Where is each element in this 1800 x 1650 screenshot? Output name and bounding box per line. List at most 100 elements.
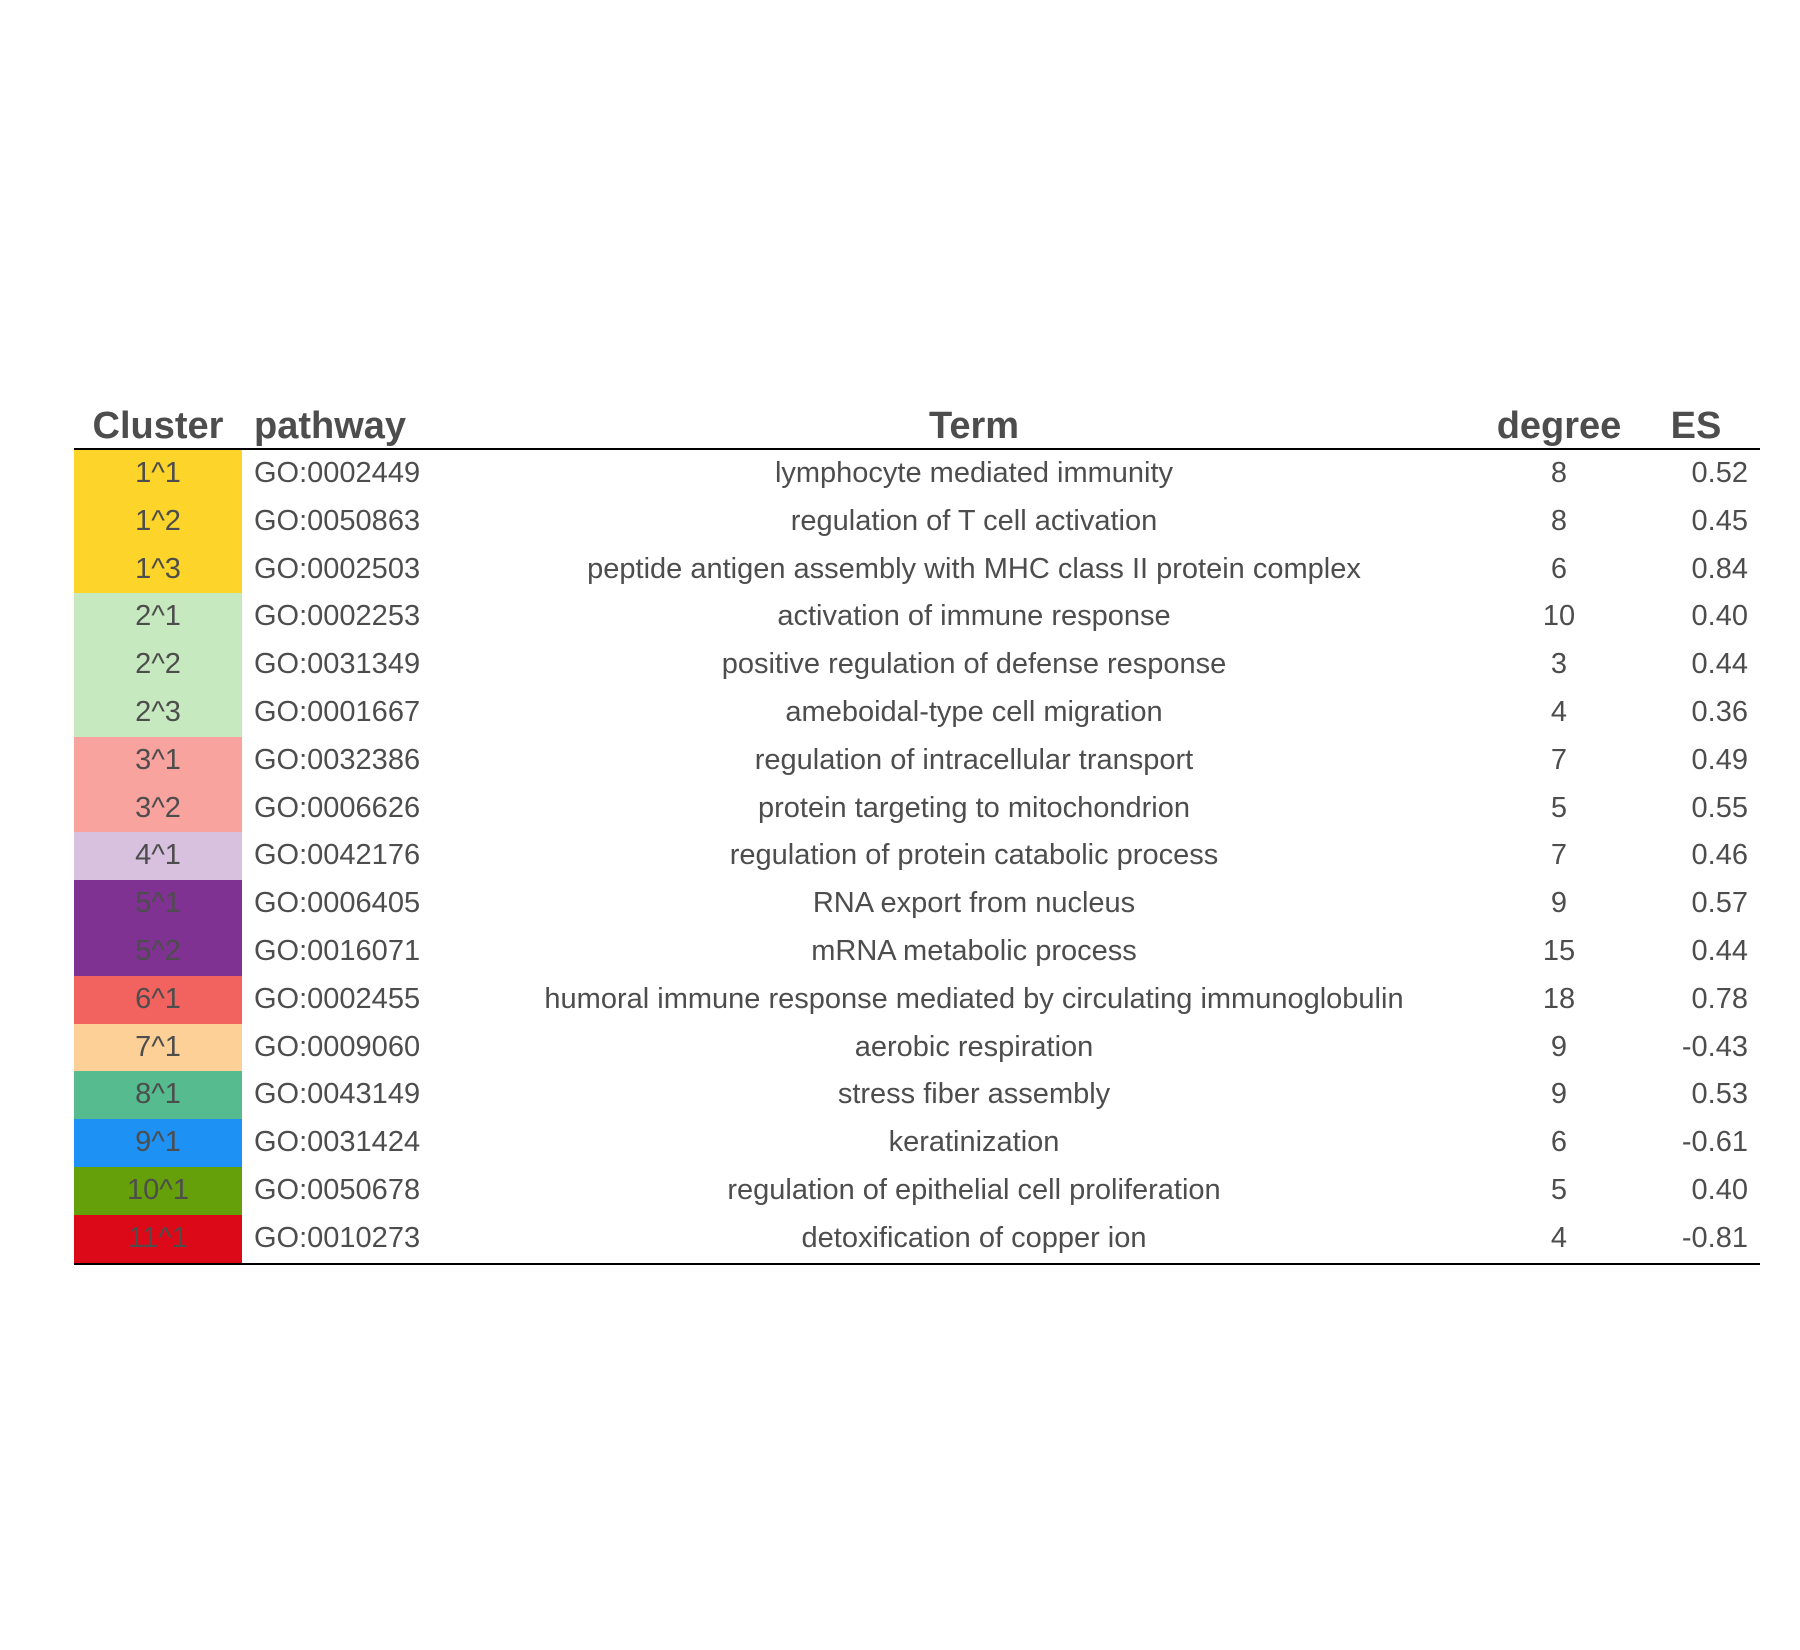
table-row: 10^1 GO:0050678 regulation of epithelial c… bbox=[74, 1166, 1760, 1215]
cell-degree: 15 bbox=[1542, 934, 1576, 967]
cell-cluster: 2^3 bbox=[74, 688, 242, 737]
table-row: 1^1 GO:0002449 lymphocyte mediated immunit… bbox=[74, 449, 1760, 498]
cell-degree: 18 bbox=[1542, 982, 1576, 1015]
column-header-cluster: Cluster bbox=[74, 395, 242, 450]
cell-degree: 9 bbox=[1550, 1030, 1568, 1063]
cell-pathway: GO:0010273 bbox=[242, 1214, 474, 1265]
table-row: 3^2 GO:0006626 protein targeting to mitoch… bbox=[74, 784, 1760, 833]
cell-es: 0.84 bbox=[1691, 552, 1748, 585]
column-header-es: ES bbox=[1644, 395, 1760, 450]
cell-pathway: GO:0002253 bbox=[254, 600, 421, 633]
table-body: 1^1 GO:0002449 lymphocyte mediated immunit… bbox=[74, 449, 1760, 1265]
cell-degree: 8 bbox=[1550, 504, 1568, 537]
column-header-pathway: pathway bbox=[242, 395, 474, 450]
go-enrichment-table: Cluster pathway Term degree ES 1^1 GO:000… bbox=[74, 395, 1760, 1265]
cell-degree: 6 bbox=[1550, 1126, 1568, 1159]
cell-degree: 7 bbox=[1550, 839, 1568, 872]
cell-es: -0.61 bbox=[1681, 1126, 1748, 1159]
cell-term: regulation of epithelial cell proliferat… bbox=[727, 1173, 1221, 1206]
cell-term: activation of immune response bbox=[777, 600, 1171, 633]
table-row: 6^1 GO:0002455 humoral immune response med… bbox=[74, 975, 1760, 1024]
column-header-term: Term bbox=[474, 395, 1474, 450]
cell-term: protein targeting to mitochondrion bbox=[757, 791, 1191, 824]
cell-cluster: 7^1 bbox=[74, 1023, 242, 1072]
cell-term: peptide antigen assembly with MHC class … bbox=[587, 552, 1361, 585]
table-row: 5^2 GO:0016071 mRNA metabolic process 15 0.4… bbox=[74, 927, 1760, 976]
cell-es: 0.40 bbox=[1691, 1173, 1748, 1206]
cell-degree: 5 bbox=[1550, 791, 1568, 824]
table-row: 11^1 GO:0010273 detoxification of copper i… bbox=[74, 1214, 1760, 1265]
cell-degree: 9 bbox=[1550, 1078, 1568, 1111]
cell-term: regulation of T cell activation bbox=[790, 504, 1158, 537]
cell-cluster: 1^2 bbox=[74, 497, 242, 546]
cell-es: 0.55 bbox=[1691, 791, 1748, 824]
cell-degree: 9 bbox=[1550, 887, 1568, 920]
cell-cluster: 10^1 bbox=[74, 1166, 242, 1215]
cell-cluster: 9^1 bbox=[74, 1119, 242, 1167]
table-row: 3^1 GO:0032386 regulation of intracellular… bbox=[74, 736, 1760, 785]
cell-cluster: 2^1 bbox=[74, 593, 242, 642]
cell-pathway: GO:0002449 bbox=[254, 457, 421, 489]
cell-degree: 8 bbox=[1550, 457, 1568, 489]
cell-cluster: 5^2 bbox=[74, 927, 242, 976]
cell-es: 0.40 bbox=[1691, 600, 1748, 633]
cell-cluster: 11^1 bbox=[74, 1214, 242, 1265]
cell-es: 0.44 bbox=[1691, 934, 1748, 967]
cell-degree: 4 bbox=[1474, 1214, 1644, 1265]
cell-term: stress fiber assembly bbox=[837, 1078, 1111, 1111]
cell-pathway: GO:0001667 bbox=[254, 695, 421, 728]
cell-term: regulation of intracellular transport bbox=[754, 743, 1194, 776]
cell-es: 0.44 bbox=[1691, 648, 1748, 681]
table-row: 2^2 GO:0031349 positive regulation of defe… bbox=[74, 641, 1760, 689]
table-row: 5^1 GO:0006405 RNA export from nucleus 9 0.5… bbox=[74, 880, 1760, 928]
cell-es: 0.57 bbox=[1691, 887, 1748, 920]
cell-pathway: GO:0002455 bbox=[254, 982, 421, 1015]
cell-term: RNA export from nucleus bbox=[812, 887, 1136, 920]
cell-pathway: GO:0002503 bbox=[254, 552, 421, 585]
cell-pathway: GO:0006405 bbox=[254, 887, 421, 920]
cell-term: lymphocyte mediated immunity bbox=[774, 457, 1174, 489]
table-row: 1^3 GO:0002503 peptide antigen assembly wi… bbox=[74, 545, 1760, 594]
cell-es: 0.49 bbox=[1691, 743, 1748, 776]
table-row: 2^1 GO:0002253 activation of immune respon… bbox=[74, 593, 1760, 642]
table-row: 7^1 GO:0009060 aerobic respiration 9 -0.43 bbox=[74, 1023, 1760, 1072]
cell-pathway: GO:0031349 bbox=[254, 648, 421, 681]
cell-pathway: GO:0050863 bbox=[254, 504, 421, 537]
table-row: 1^2 GO:0050863 regulation of T cell activa… bbox=[74, 497, 1760, 546]
cell-term: humoral immune response mediated by circ… bbox=[544, 982, 1404, 1015]
cell-cluster: 1^3 bbox=[74, 545, 242, 594]
cell-pathway: GO:0043149 bbox=[254, 1078, 421, 1111]
cell-cluster: 4^1 bbox=[74, 832, 242, 881]
cell-es: 0.45 bbox=[1691, 504, 1748, 537]
cell-cluster: 6^1 bbox=[74, 975, 242, 1024]
cell-term: keratinization bbox=[888, 1126, 1060, 1159]
column-header-degree: degree bbox=[1474, 395, 1644, 450]
cell-cluster: 2^2 bbox=[74, 641, 242, 689]
cell-term: positive regulation of defense response bbox=[721, 648, 1227, 681]
cell-degree: 4 bbox=[1550, 695, 1568, 728]
cell-es: 0.46 bbox=[1691, 839, 1748, 872]
table-row: 9^1 GO:0031424 keratinization 6 -0.61 bbox=[74, 1119, 1760, 1167]
cell-term: detoxification of copper ion bbox=[474, 1214, 1474, 1265]
cell-term: ameboidal-type cell migration bbox=[785, 695, 1163, 728]
cell-cluster: 8^1 bbox=[74, 1071, 242, 1120]
cell-degree: 10 bbox=[1542, 600, 1576, 633]
cell-pathway: GO:0009060 bbox=[254, 1030, 421, 1063]
cell-pathway: GO:0031424 bbox=[254, 1126, 421, 1159]
cell-term: mRNA metabolic process bbox=[811, 934, 1137, 967]
cell-degree: 6 bbox=[1550, 552, 1568, 585]
cell-term: regulation of protein catabolic process bbox=[729, 839, 1219, 872]
cell-cluster: 5^1 bbox=[74, 880, 242, 928]
cell-pathway: GO:0050678 bbox=[254, 1173, 421, 1206]
cell-es: 0.36 bbox=[1691, 695, 1748, 728]
cell-es: -0.43 bbox=[1681, 1030, 1748, 1063]
cell-cluster: 3^1 bbox=[74, 736, 242, 785]
cell-pathway: GO:0016071 bbox=[254, 934, 421, 967]
cell-es: 0.78 bbox=[1691, 982, 1748, 1015]
cell-cluster: 3^2 bbox=[74, 784, 242, 833]
cell-term: aerobic respiration bbox=[854, 1030, 1094, 1063]
table-row: 8^1 GO:0043149 stress fiber assembly 9 0.53 bbox=[74, 1071, 1760, 1120]
cell-es: 0.52 bbox=[1691, 457, 1748, 489]
cell-degree: 5 bbox=[1550, 1173, 1568, 1206]
